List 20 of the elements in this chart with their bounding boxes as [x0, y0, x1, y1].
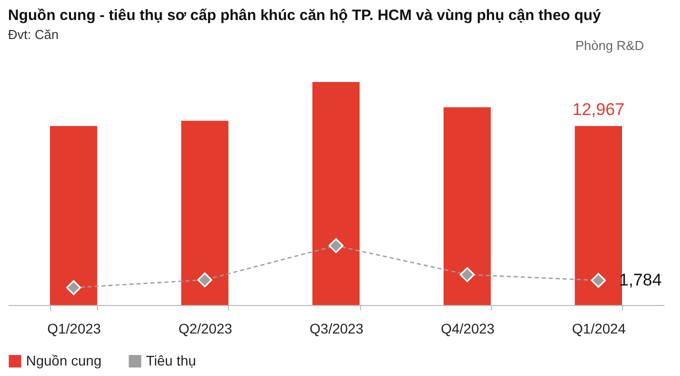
- bar: [444, 107, 491, 305]
- x-tick-label: Q2/2023: [178, 320, 232, 336]
- chart-title: Nguồn cung - tiêu thụ sơ cấp phân khúc căn hộ TP. HCM và vùng phụ cận theo quý: [8, 7, 602, 24]
- x-tick-label: Q1/2024: [572, 320, 626, 336]
- point: [328, 238, 344, 254]
- text: Phòng R&D: [575, 38, 644, 53]
- bar: [312, 82, 360, 305]
- legend-label: Nguồn cung: [26, 352, 102, 368]
- data-label: 12,967: [572, 100, 624, 120]
- bar: [181, 120, 228, 305]
- point: [460, 267, 475, 282]
- legend-label: Tiêu thụ: [146, 352, 196, 368]
- x-tick-label: Q3/2023: [310, 320, 364, 336]
- chart-subtitle: Đvt: Căn: [8, 27, 59, 42]
- bar: [50, 126, 98, 305]
- point: [197, 272, 212, 288]
- point: [66, 280, 82, 296]
- x-tick-label: Q1/2023: [47, 320, 102, 336]
- x-tick-label: Q4/2023: [440, 320, 495, 336]
- point: [590, 272, 606, 288]
